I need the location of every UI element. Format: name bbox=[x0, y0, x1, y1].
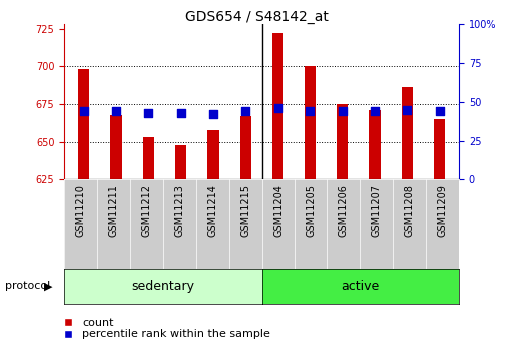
Point bbox=[80, 108, 88, 114]
Bar bbox=[434, 119, 445, 179]
Point bbox=[371, 108, 379, 114]
Bar bbox=[402, 87, 413, 179]
Text: GSM11205: GSM11205 bbox=[306, 184, 316, 237]
Bar bbox=[78, 69, 89, 179]
Bar bbox=[369, 110, 381, 179]
Text: sedentary: sedentary bbox=[131, 280, 194, 293]
Point bbox=[209, 111, 217, 117]
Text: GSM11211: GSM11211 bbox=[109, 184, 119, 237]
Legend: count, percentile rank within the sample: count, percentile rank within the sample bbox=[57, 318, 270, 339]
Text: GSM11215: GSM11215 bbox=[240, 184, 250, 237]
Text: ▶: ▶ bbox=[44, 282, 52, 291]
Text: GSM11208: GSM11208 bbox=[405, 184, 415, 237]
Bar bbox=[240, 116, 251, 179]
Point bbox=[403, 107, 411, 112]
Text: GSM11212: GSM11212 bbox=[142, 184, 151, 237]
Text: GSM11210: GSM11210 bbox=[75, 184, 86, 237]
Text: GSM11206: GSM11206 bbox=[339, 184, 349, 237]
Bar bbox=[305, 66, 316, 179]
Text: GSM11214: GSM11214 bbox=[207, 184, 217, 237]
Text: protocol: protocol bbox=[5, 282, 50, 291]
Bar bbox=[143, 137, 154, 179]
Point bbox=[176, 110, 185, 116]
Text: active: active bbox=[341, 280, 380, 293]
Point bbox=[436, 108, 444, 114]
Point bbox=[339, 108, 347, 114]
Text: GSM11204: GSM11204 bbox=[273, 184, 283, 237]
Bar bbox=[337, 104, 348, 179]
Bar bbox=[175, 145, 186, 179]
Text: GDS654 / S48142_at: GDS654 / S48142_at bbox=[185, 10, 328, 24]
Bar bbox=[272, 33, 284, 179]
Point bbox=[306, 108, 314, 114]
Point bbox=[112, 108, 120, 114]
Point bbox=[241, 108, 249, 114]
Bar bbox=[207, 130, 219, 179]
Text: GSM11207: GSM11207 bbox=[372, 184, 382, 237]
Text: GSM11209: GSM11209 bbox=[438, 184, 448, 237]
Point bbox=[274, 105, 282, 111]
Point bbox=[144, 110, 152, 116]
Bar bbox=[110, 115, 122, 179]
Text: GSM11213: GSM11213 bbox=[174, 184, 184, 237]
